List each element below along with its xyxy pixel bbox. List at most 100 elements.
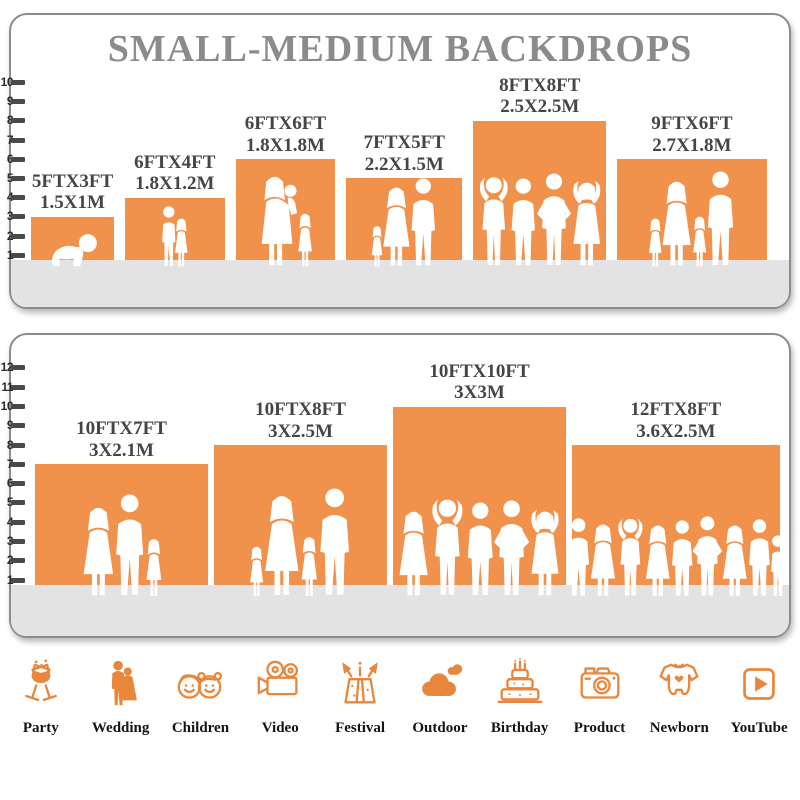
size-label-meters: 3X2.5M (268, 420, 333, 442)
axis-tick-label: 4 (6, 514, 14, 529)
size-bar-8ftx8ft: 8FTX8FT 2.5X2.5M (473, 75, 607, 260)
axis-tick-mark (11, 79, 25, 85)
axis-tick-label: 10 (0, 74, 14, 89)
size-bar-12ftx8ft: 12FTX8FT 3.6X2.5M (572, 399, 780, 585)
studio-floor (11, 585, 789, 636)
axis-tick-label: 8 (6, 113, 14, 128)
size-label: 10FTX10FT 3X3M (429, 361, 529, 404)
size-label-meters: 2.7X1.8M (652, 134, 732, 156)
axis-tick-mark (11, 403, 25, 409)
size-label: 5FTX3FT 1.5X1M (32, 171, 113, 214)
size-label-feet: 6FTX4FT (134, 151, 216, 173)
category-youtube: YouTube (720, 657, 798, 737)
size-label-meters: 3X3M (454, 382, 505, 404)
size-bar-10ftx7ft: 10FTX7FT 3X2.1M (35, 418, 208, 585)
axis-tick-mark (11, 423, 25, 429)
axis-tick-mark (11, 137, 25, 143)
size-label: 8FTX8FT 2.5X2.5M (499, 75, 580, 118)
axis-tick: 7 (0, 133, 25, 147)
axis-tick: 5 (0, 495, 25, 509)
backdrop-panel-small: SMALL-MEDIUM BACKDROPS 1 2 3 4 5 6 7 8 9 10 5FTX3F… (1, 13, 791, 309)
size-label-feet: 10FTX7FT (76, 418, 167, 440)
axis-tick-label: 5 (6, 495, 14, 510)
axis-tick: 11 (0, 380, 25, 394)
axis-tick-mark (11, 252, 25, 258)
axis-tick-label: 1 (6, 572, 14, 587)
size-label-meters: 2.5X2.5M (500, 96, 580, 118)
axis-tick: 1 (0, 248, 25, 262)
axis-tick: 10 (0, 75, 25, 89)
axis-tick-label: 12 (0, 360, 14, 375)
axis-tick-mark (11, 442, 25, 448)
axis-tick: 3 (0, 209, 25, 223)
category-label: Party (22, 720, 59, 736)
size-label-feet: 7FTX5FT (363, 132, 445, 154)
page-title: SMALL-MEDIUM BACKDROPS (107, 28, 693, 70)
axis-tick-mark (11, 233, 25, 239)
axis-tick-mark (11, 214, 25, 220)
axis-tick-mark (11, 156, 25, 162)
axis-tick: 3 (0, 534, 25, 548)
axis-tick-mark (11, 365, 25, 371)
size-label-meters: 2.2X1.5M (364, 153, 444, 175)
outdoor-icon (413, 657, 467, 711)
youtube-icon (732, 657, 786, 711)
category-label: Product (573, 720, 626, 736)
birthday-icon (493, 657, 547, 711)
axis-tick-mark (11, 519, 25, 525)
axis-tick: 12 (0, 360, 25, 374)
category-birthday: Birthday (481, 657, 559, 737)
axis-tick-label: 6 (6, 151, 14, 166)
axis-tick-mark (11, 481, 25, 487)
axis-tick: 6 (0, 152, 25, 166)
size-label-feet: 8FTX8FT (499, 74, 581, 96)
axis-tick: 7 (0, 457, 25, 471)
axis-tick-mark (11, 175, 25, 181)
axis-tick-label: 6 (6, 476, 14, 491)
axis-tick-mark (11, 384, 25, 390)
product-icon (573, 657, 627, 711)
category-video: Video (241, 657, 319, 737)
category-label: Children (171, 720, 230, 736)
axis-tick: 9 (0, 418, 25, 432)
children-icon (173, 657, 227, 711)
video-icon (253, 657, 307, 711)
size-label: 10FTX8FT 3X2.5M (255, 399, 346, 442)
studio-floor (11, 260, 789, 307)
wedding-icon (94, 657, 148, 711)
axis-tick-mark (11, 500, 25, 506)
size-label-feet: 10FTX8FT (255, 399, 346, 421)
axis-tick: 2 (0, 229, 25, 243)
party-icon (14, 657, 68, 711)
size-bar-9ftx6ft: 9FTX6FT 2.7X1.8M (617, 113, 767, 260)
category-label: Wedding (91, 720, 150, 736)
newborn-icon (652, 657, 706, 711)
axis-tick-mark (11, 99, 25, 105)
axis-tick-label: 2 (6, 553, 14, 568)
backdrop-panel-large: 1 2 3 4 5 6 7 8 9 10 11 12 10FTX7FT 3X2.1M 10FTX8FT 3X2… (1, 333, 791, 638)
category-children: Children (161, 657, 239, 737)
size-label-feet: 10FTX10FT (429, 360, 530, 382)
size-label-feet: 6FTX6FT (244, 113, 327, 135)
size-label: 6FTX6FT 1.8X1.8M (245, 113, 326, 156)
size-label: 6FTX4FT 1.8X1.2M (134, 152, 215, 195)
axis-tick-label: 1 (6, 247, 14, 262)
size-label-meters: 3X2.1M (89, 439, 154, 461)
category-wedding: Wedding (82, 657, 160, 737)
category-label: Newborn (649, 720, 709, 736)
axis-tick-label: 4 (6, 190, 14, 205)
size-bar-10ftx8ft: 10FTX8FT 3X2.5M (214, 399, 387, 585)
axis-tick-label: 5 (6, 170, 14, 185)
axis-tick: 1 (0, 573, 25, 587)
axis-tick-label: 3 (6, 534, 14, 549)
size-label: 7FTX5FT 2.2X1.5M (364, 132, 445, 175)
axis-tick-label: 7 (6, 456, 14, 471)
axis-tick-mark (11, 195, 25, 201)
category-party: Party (2, 657, 80, 737)
size-bar-5ftx3ft: 5FTX3FT 1.5X1M (31, 171, 114, 260)
category-label: Video (261, 720, 299, 736)
category-product: Product (561, 657, 639, 737)
category-label: Festival (335, 720, 386, 736)
axis-tick: 5 (0, 171, 25, 185)
